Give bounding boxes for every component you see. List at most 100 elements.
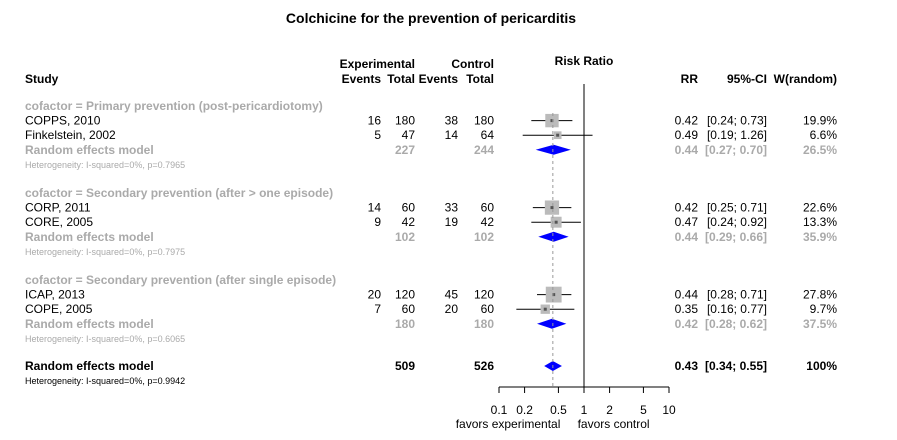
exp-total: 60 [402, 302, 416, 316]
subgroup-ci: [0.29; 0.66] [705, 230, 767, 244]
x-tick-label: 10 [662, 403, 676, 417]
ctrl-total: 60 [481, 201, 495, 215]
subgroup-exp-total: 102 [395, 230, 415, 244]
x-label-favors-experimental: favors experimental [456, 417, 561, 431]
subgroup-weight: 37.5% [803, 317, 837, 331]
subgroup-exp-total: 180 [395, 317, 415, 331]
header-rr: RR [681, 72, 699, 86]
ci-value: [0.19; 1.26] [707, 128, 767, 142]
overall-weight: 100% [806, 359, 837, 373]
ci-value: [0.24; 0.92] [707, 215, 767, 229]
subgroup-ci: [0.27; 0.70] [705, 143, 767, 157]
header-control: Control [451, 57, 494, 71]
exp-events: 9 [374, 215, 381, 229]
study-name: ICAP, 2013 [25, 288, 85, 302]
subgroup-ctrl-total: 180 [474, 317, 494, 331]
header-study: Study [25, 72, 59, 86]
exp-total: 42 [402, 215, 416, 229]
header-weight: W(random) [774, 72, 837, 86]
ctrl-events: 14 [445, 128, 459, 142]
header-exp-total: Total [387, 72, 415, 86]
overall-heterogeneity: Heterogeneity: I-squared=0%, p=0.9942 [25, 376, 185, 386]
subgroup-rr: 0.44 [675, 230, 699, 244]
exp-events: 5 [374, 128, 381, 142]
rr-value: 0.49 [675, 128, 699, 142]
chart-title: Colchicine for the prevention of pericar… [286, 10, 576, 26]
subgroup-label: cofactor = Secondary prevention (after >… [25, 186, 333, 200]
study-point [554, 220, 558, 224]
exp-total: 180 [395, 114, 415, 128]
weight-value: 19.9% [803, 114, 837, 128]
ctrl-events: 33 [445, 201, 459, 215]
study-point [556, 133, 560, 137]
weight-value: 27.8% [803, 288, 837, 302]
overall-model-label: Random effects model [25, 359, 154, 373]
ci-value: [0.28; 0.71] [707, 288, 767, 302]
x-tick-label: 0.5 [550, 403, 567, 417]
exp-total: 120 [395, 288, 415, 302]
study-name: COPPS, 2010 [25, 114, 101, 128]
header-experimental: Experimental [340, 57, 415, 71]
ctrl-total: 180 [474, 114, 494, 128]
rr-value: 0.42 [675, 201, 699, 215]
exp-events: 20 [368, 288, 382, 302]
ci-value: [0.24; 0.73] [707, 114, 767, 128]
ctrl-events: 38 [445, 114, 459, 128]
study-name: Finkelstein, 2002 [25, 128, 116, 142]
x-tick-label: 2 [606, 403, 613, 417]
exp-total: 60 [402, 201, 416, 215]
subgroup-heterogeneity: Heterogeneity: I-squared=0%, p=0.6065 [25, 334, 185, 344]
overall-exp-total: 509 [395, 359, 415, 373]
subgroup-rr: 0.44 [675, 143, 699, 157]
x-tick-label: 1 [581, 403, 588, 417]
ctrl-total: 64 [481, 128, 495, 142]
overall-ctrl-total: 526 [474, 359, 494, 373]
subgroup-ctrl-total: 102 [474, 230, 494, 244]
ctrl-total: 120 [474, 288, 494, 302]
weight-value: 22.6% [803, 201, 837, 215]
study-name: COPE, 2005 [25, 302, 93, 316]
header-ctrl-total: Total [466, 72, 494, 86]
exp-events: 14 [368, 201, 382, 215]
study-point [552, 293, 556, 297]
ctrl-total: 60 [481, 302, 495, 316]
header-risk-ratio: Risk Ratio [555, 54, 614, 68]
header-exp-events: Events [342, 72, 382, 86]
study-point [550, 206, 554, 210]
subgroup-heterogeneity: Heterogeneity: I-squared=0%, p=0.7975 [25, 247, 185, 257]
x-tick-label: 0.1 [491, 403, 508, 417]
header-ci: 95%-CI [727, 72, 767, 86]
study-point [543, 307, 547, 311]
subgroup-weight: 26.5% [803, 143, 837, 157]
overall-ci: [0.34; 0.55] [705, 359, 767, 373]
ci-value: [0.16; 0.77] [707, 302, 767, 316]
ctrl-events: 20 [445, 302, 459, 316]
subgroup-label: cofactor = Primary prevention (post-peri… [25, 99, 323, 113]
subgroup-weight: 35.9% [803, 230, 837, 244]
overall-rr: 0.43 [675, 359, 699, 373]
ctrl-events: 45 [445, 288, 459, 302]
subgroup-ci: [0.28; 0.62] [705, 317, 767, 331]
ctrl-total: 42 [481, 215, 495, 229]
weight-value: 9.7% [810, 302, 838, 316]
rr-value: 0.47 [675, 215, 699, 229]
subgroup-rr: 0.42 [675, 317, 699, 331]
subgroup-model-label: Random effects model [25, 143, 154, 157]
study-name: CORE, 2005 [25, 215, 93, 229]
ctrl-events: 19 [445, 215, 459, 229]
weight-value: 6.6% [810, 128, 838, 142]
study-point [550, 119, 554, 123]
subgroup-model-label: Random effects model [25, 317, 154, 331]
subgroup-label: cofactor = Secondary prevention (after s… [25, 273, 336, 287]
rr-value: 0.44 [675, 288, 699, 302]
ci-value: [0.25; 0.71] [707, 201, 767, 215]
exp-total: 47 [402, 128, 416, 142]
rr-value: 0.42 [675, 114, 699, 128]
subgroup-diamond [538, 231, 569, 242]
header-ctrl-events: Events [419, 72, 459, 86]
exp-events: 16 [368, 114, 382, 128]
subgroup-model-label: Random effects model [25, 230, 154, 244]
subgroup-ctrl-total: 244 [474, 143, 494, 157]
subgroup-diamond [537, 318, 567, 329]
